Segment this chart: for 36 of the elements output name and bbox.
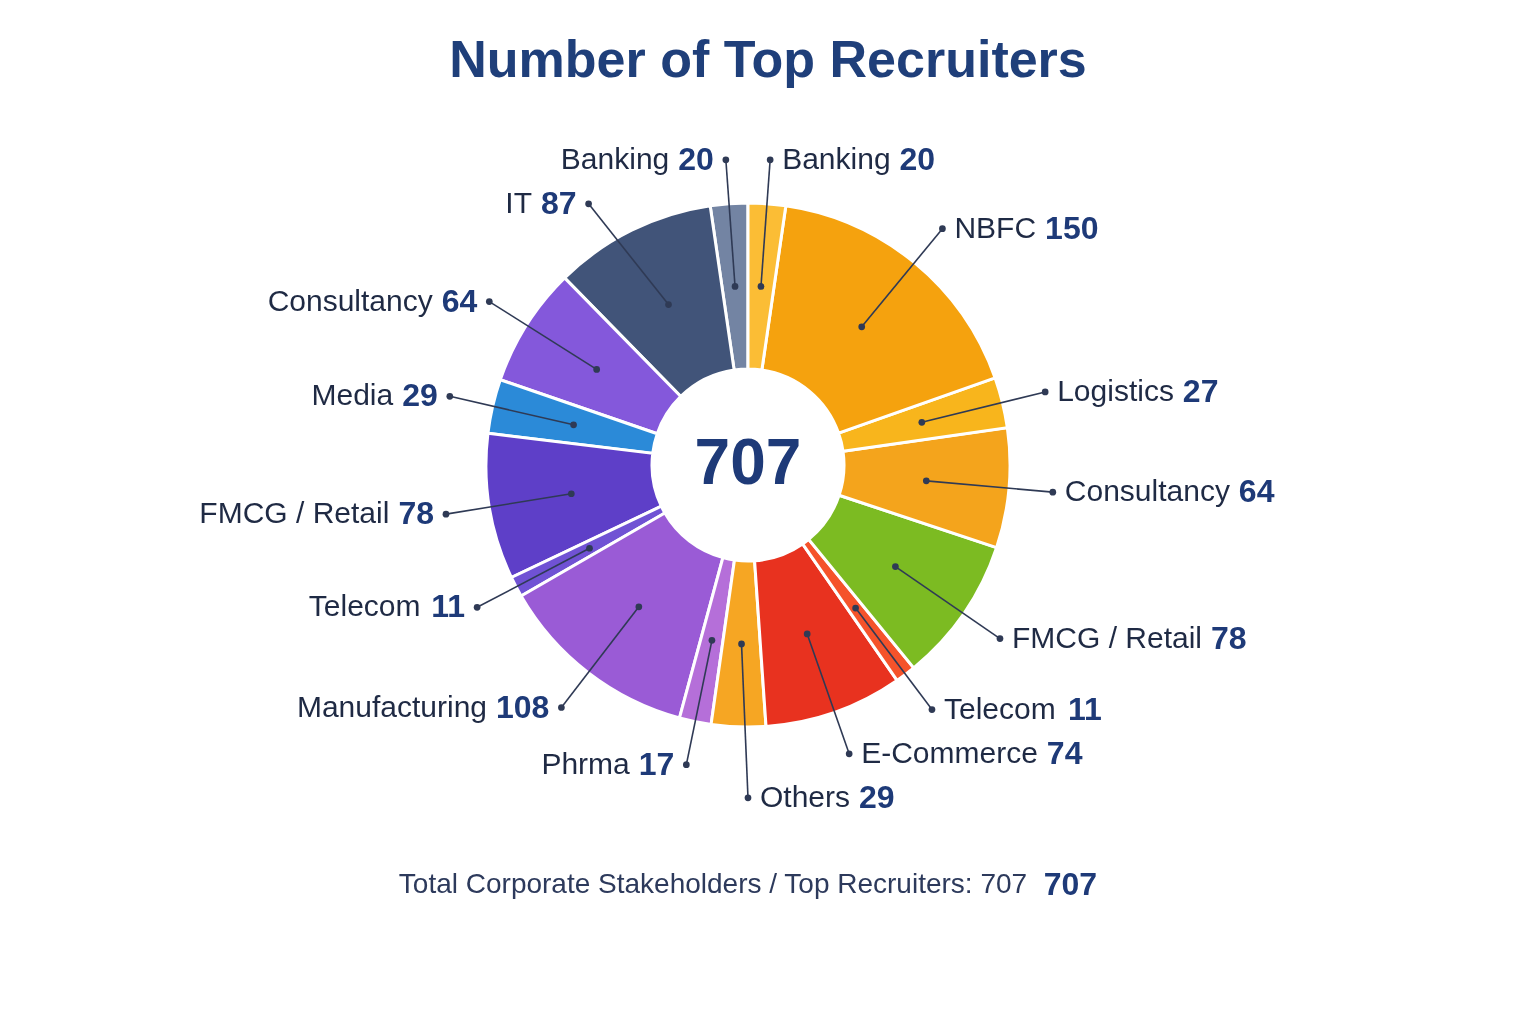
slice-label: Telecom [308, 589, 421, 623]
slice-label: Logistics [1057, 373, 1174, 407]
data-label: 20 [899, 140, 936, 177]
chart-title: Number of Top Recruiters [449, 30, 1087, 88]
data-label: 150 [1045, 209, 1099, 246]
data-label: 64 [1238, 473, 1275, 510]
data-label: 74 [1046, 734, 1083, 771]
data-label: 11 [1067, 690, 1102, 727]
slice-label: Phrma [541, 746, 631, 780]
slice-label: Banking [560, 141, 670, 175]
slice-label: Others [760, 779, 851, 813]
slice-label: Manufacturing [296, 689, 488, 723]
data-label: 78 [1211, 619, 1247, 656]
slice-label: Media [311, 378, 394, 412]
slice-label: E-Commerce [861, 735, 1038, 769]
slice-label: Consultancy [1064, 474, 1230, 508]
data-label: 11 [431, 588, 466, 625]
data-label: 27 [1182, 372, 1219, 409]
data-label: 78 [398, 495, 434, 532]
data-label: 64 [441, 282, 478, 319]
slice-label: IT [505, 185, 532, 219]
data-label: 87 [540, 184, 577, 221]
slice-label: FMCG / Retail [1011, 620, 1203, 654]
text: 707 [694, 426, 802, 498]
data-label: 17 [638, 745, 675, 782]
slice-label: NBFC [954, 210, 1037, 244]
slice-label: Banking [782, 141, 891, 175]
slice-label: FMCG / Retail [199, 496, 390, 530]
data-label: 29 [402, 377, 438, 414]
slice-label: Consultancy [267, 283, 433, 317]
data-label: 29 [859, 778, 895, 815]
data-label: 20 [678, 140, 714, 177]
slice-label: Telecom [943, 691, 1056, 725]
text: 707 [1043, 866, 1098, 902]
data-label: 108 [496, 688, 550, 725]
text: Total Corporate Stakeholders / Top Recruiters: 707 [398, 868, 1028, 899]
